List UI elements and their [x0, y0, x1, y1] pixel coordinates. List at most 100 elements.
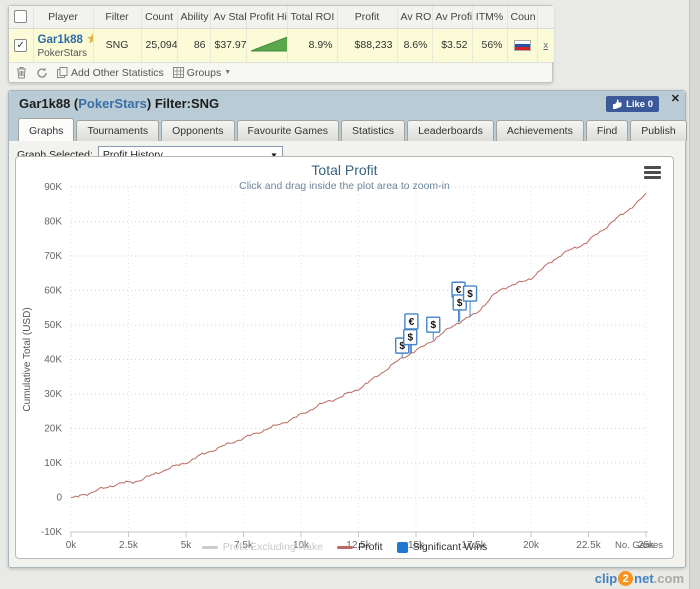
row-expand-link[interactable]: x — [543, 40, 549, 52]
close-icon[interactable]: ✕ — [670, 93, 680, 105]
svg-text:90K: 90K — [44, 182, 62, 193]
chart-subtitle: Click and drag inside the plot area to z… — [239, 180, 450, 192]
grid-icon — [172, 67, 184, 78]
svg-text:$: $ — [399, 341, 405, 352]
select-all-checkbox[interactable] — [14, 10, 28, 24]
svg-text:20k: 20k — [523, 540, 540, 551]
svg-text:40K: 40K — [44, 355, 62, 366]
row-checkbox[interactable]: ✓ — [14, 38, 28, 52]
svg-text:17.5k: 17.5k — [461, 540, 486, 551]
svg-text:10K: 10K — [44, 458, 62, 469]
select-arrow-icon: ▼ — [269, 150, 278, 160]
tab-achievements[interactable]: Achievements — [495, 120, 584, 141]
site-name: PokerStars — [78, 96, 147, 111]
legend-line-swatch — [337, 545, 354, 549]
copy-icon — [57, 67, 68, 78]
svg-text:60K: 60K — [44, 286, 62, 297]
add-other-statistics-button[interactable]: Add Other Statistics — [57, 67, 164, 79]
cell-count: 25,094 — [141, 28, 178, 62]
svg-text:0k: 0k — [66, 540, 78, 551]
svg-text:2.5k: 2.5k — [119, 540, 139, 551]
legend-item-profit[interactable]: Profit — [337, 541, 383, 553]
column-header-country[interactable]: Coun — [507, 6, 538, 29]
panel-header: Gar1k88 (PokerStars) Filter:SNG Like 0 ✕ — [9, 91, 685, 117]
chart-title: Total Profit — [311, 162, 378, 178]
legend-item-profit-excluding-rake[interactable]: Profit Excluding Rake — [201, 541, 323, 553]
svg-text:$: $ — [407, 333, 413, 344]
cell-ability: 86 — [177, 28, 211, 62]
header-select-all — [9, 6, 34, 29]
tab-bar: Graphs Tournaments Opponents Favourite G… — [9, 117, 687, 141]
page-title: Gar1k88 (PokerStars) Filter:SNG — [19, 96, 220, 111]
svg-text:5k: 5k — [181, 540, 193, 551]
tab-tournaments[interactable]: Tournaments — [76, 120, 160, 141]
profit-sparkline-icon — [250, 37, 286, 52]
groups-button[interactable]: Groups ▼ — [172, 67, 232, 79]
column-header-av-profit[interactable]: Av Profit — [432, 6, 473, 29]
cell-filter: SNG — [93, 28, 142, 62]
svg-text:10k: 10k — [293, 540, 310, 551]
column-header-filter[interactable]: Filter — [93, 6, 142, 29]
svg-text:-10K: -10K — [41, 527, 62, 538]
tab-favourite-games[interactable]: Favourite Games — [236, 120, 340, 141]
star-icon: ★ — [87, 31, 92, 46]
cell-total-roi: 8.9% — [287, 28, 338, 62]
table-toolbar: Add Other Statistics Groups ▼ — [9, 62, 552, 82]
legend-square-swatch — [396, 541, 408, 553]
svg-text:80K: 80K — [44, 217, 62, 228]
svg-text:12.5k: 12.5k — [346, 540, 371, 551]
svg-text:70K: 70K — [44, 251, 62, 262]
legend-line-swatch — [201, 545, 218, 549]
column-header-ability[interactable]: Ability — [177, 6, 211, 29]
player-stats-card: Player Filter Count Ability Av Stak Prof… — [8, 5, 554, 83]
player-site-label: PokerStars — [37, 48, 87, 60]
svg-text:7.5k: 7.5k — [234, 540, 254, 551]
tab-statistics[interactable]: Statistics — [341, 120, 406, 141]
refresh-icon — [37, 67, 47, 78]
tab-leaderboards[interactable]: Leaderboards — [407, 120, 494, 141]
column-header-count[interactable]: Count — [141, 6, 178, 29]
player-name-link[interactable]: Gar1k88 — [37, 34, 83, 47]
chart-plot-area[interactable]: 90K 80K 70K 60K 50K 40K 30K 20K 10K 0 -10K Cumulati… — [16, 157, 675, 560]
column-header-total-roi[interactable]: Total ROI — [287, 6, 338, 29]
tab-opponents[interactable]: Opponents — [161, 120, 235, 141]
delete-button[interactable] — [16, 66, 27, 79]
tab-graphs[interactable]: Graphs — [18, 118, 75, 141]
table-row: ✓ Gar1k88 ★ PokerStars SNG 25,094 86 $37.… — [9, 28, 554, 62]
svg-text:25k: 25k — [638, 540, 655, 551]
svg-text:22.5k: 22.5k — [576, 540, 601, 551]
trash-icon — [17, 67, 26, 79]
column-header-profit[interactable]: Profit — [337, 6, 398, 29]
column-header-player[interactable]: Player — [33, 6, 94, 29]
cell-profit-hist[interactable] — [246, 28, 288, 62]
tab-find[interactable]: Find — [585, 120, 629, 141]
facebook-like-button[interactable]: Like 0 — [606, 96, 659, 112]
chart-context-menu-icon[interactable] — [644, 166, 661, 181]
column-header-profit-hist[interactable]: Profit Hist — [246, 6, 288, 29]
cell-av-stake: $37.97 — [210, 28, 247, 62]
window-edge-strip — [689, 0, 700, 589]
refresh-button[interactable] — [36, 67, 48, 79]
chevron-down-icon: ▼ — [224, 69, 232, 76]
column-header-itm[interactable]: ITM% — [472, 6, 508, 29]
cell-profit: $88,233 — [337, 28, 398, 62]
svg-text:50K: 50K — [44, 320, 62, 331]
column-header-av-stake[interactable]: Av Stak — [210, 6, 247, 29]
cell-itm: 56% — [472, 28, 508, 62]
svg-text:Cumulative Total (USD): Cumulative Total (USD) — [22, 307, 33, 411]
column-header-av-roi[interactable]: Av ROI — [397, 6, 433, 29]
profit-chart[interactable]: 90K 80K 70K 60K 50K 40K 30K 20K 10K 0 -10K Cumulati… — [15, 156, 674, 559]
player-detail-panel: Gar1k88 (PokerStars) Filter:SNG Like 0 ✕… — [8, 90, 687, 568]
tab-publish[interactable]: Publish — [630, 120, 687, 141]
thumbs-up-icon — [613, 98, 622, 109]
svg-text:€: € — [456, 285, 462, 296]
cell-av-profit: $3.52 — [432, 28, 473, 62]
legend-item-significant-wins[interactable]: Significant Wins — [396, 541, 487, 553]
svg-text:0: 0 — [56, 493, 62, 504]
chart-legend: Profit Excluding Rake Profit Significant… — [16, 541, 673, 553]
table-header-row: Player Filter Count Ability Av Stak Prof… — [9, 6, 554, 29]
svg-text:$: $ — [430, 320, 436, 331]
svg-text:$: $ — [457, 298, 463, 309]
svg-text:20K: 20K — [44, 424, 62, 435]
cell-av-roi: 8.6% — [397, 28, 433, 62]
